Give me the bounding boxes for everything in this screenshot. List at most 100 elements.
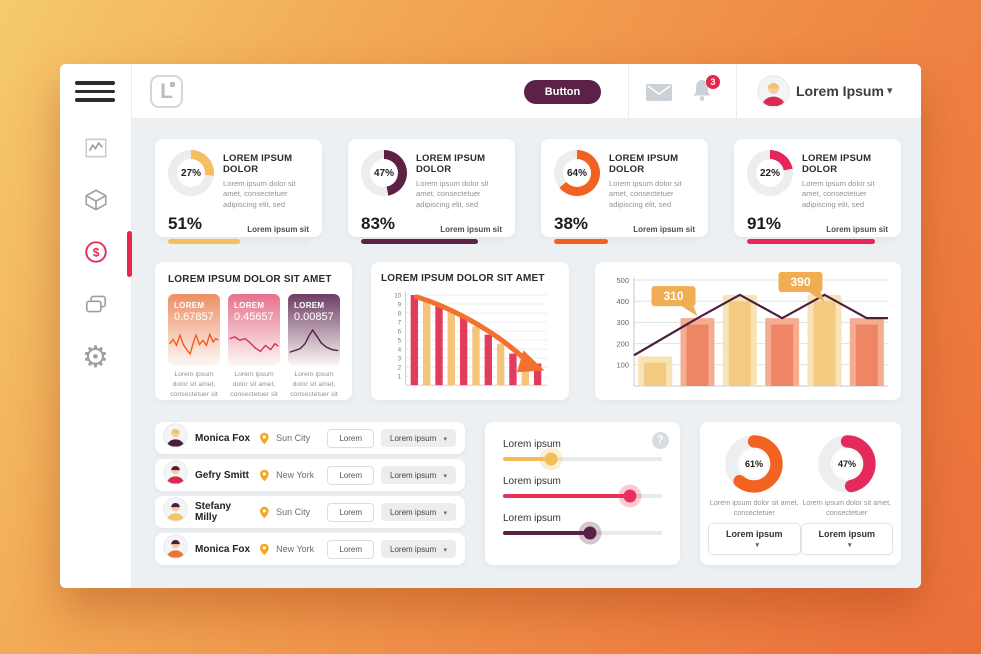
row-dropdown[interactable]: Lorem ipsum ▾ [381,466,456,484]
svg-text:100: 100 [616,361,629,370]
map-pin-icon [260,506,270,518]
row-action-button[interactable]: Lorem [327,539,374,559]
stat-value: 91% [747,213,782,233]
avatar-illustration [163,534,188,559]
user-city: Sun City [276,433,311,443]
trend-value: 0.67857 [174,311,214,323]
slider-handle[interactable] [544,452,558,466]
slider-group: Lorem ipsum [503,513,662,540]
svg-text:61%: 61% [745,459,763,469]
help-icon[interactable]: ? [652,432,669,449]
gauge-block: 47% Lorem ipsum dolor sit amet, consecte… [800,432,893,555]
slider[interactable] [503,489,662,503]
svg-text:390: 390 [790,275,810,289]
gauge-dropdown[interactable]: Lorem ipsum ▾ [800,523,893,555]
slider[interactable] [503,452,662,466]
stat-value: 83% [361,213,396,233]
row-action-button[interactable]: Lorem [327,502,374,522]
trend-label: LOREM [174,301,205,310]
sidebar-item-dollar-circle[interactable]: $ [60,228,132,280]
row-dropdown[interactable]: Lorem ipsum ▾ [381,503,456,521]
dashboard-content: 27% LOREM IPSUM DOLOR Lorem ipsum dolor … [132,119,921,588]
user-row: Gefry Smitt New York Lorem Lorem ipsum ▾ [155,459,465,491]
card-title: LOREM IPSUM DOLOR SIT AMET [168,274,332,285]
row-dropdown[interactable]: Lorem ipsum ▾ [381,429,456,447]
trend-value: 0.45657 [234,311,274,323]
sidebar-item-gear[interactable]: ⚙ [60,332,131,384]
user-row: Monica Fox Sun City Lorem Lorem ipsum ▾ [155,422,465,454]
progress-bar [361,238,502,244]
bar-chart: 1 2 3 4 5 6 7 8 9 10 [381,284,559,392]
topbar: L Button 3 Lorem Ipsum ▾ [132,64,921,119]
slider-handle[interactable] [583,526,597,540]
sidebar-item-stacked-cards[interactable] [60,280,131,332]
divider [628,64,629,118]
mail-icon[interactable] [646,84,672,106]
divider [736,64,737,118]
slider-group: Lorem ipsum [503,439,662,466]
svg-text:4: 4 [398,347,402,353]
card-title: LOREM IPSUM DOLOR [223,153,293,175]
chevron-down-icon: ▾ [755,542,759,549]
user-name: Monica Fox [195,543,251,555]
card-body: Lorem ipsum dolor sit amet, consectetuer… [609,179,682,209]
svg-text:3: 3 [398,356,402,362]
card-body: Lorem ipsum dolor sit amet, consectetuer… [416,179,489,209]
svg-text:200: 200 [616,339,629,348]
declining-bar-chart-card: LOREM IPSUM DOLOR SIT AMET 1 2 3 4 5 6 7… [371,262,569,400]
user-avatar[interactable] [757,75,790,113]
svg-text:47%: 47% [838,459,856,469]
cube-icon [83,187,109,218]
user-city: Sun City [276,507,311,517]
svg-text:2: 2 [398,365,402,371]
app-logo[interactable]: L [150,75,183,108]
gauge-donut-chart: 61% [725,435,783,493]
user-row: Monica Fox New York Lorem Lorem ipsum ▾ [155,533,465,565]
trend-panel: LOREM 0.00857 Lorem ipsum dolor sit amet… [288,294,340,400]
svg-text:5: 5 [398,338,402,344]
gauge-donut-chart: 47% [818,435,876,493]
sidebar-item-chart-line[interactable] [60,124,131,176]
avatar-illustration [757,75,790,108]
slider-handle[interactable] [623,489,637,503]
svg-text:9: 9 [398,302,402,308]
user-avatar [163,423,188,453]
slider-label: Lorem ipsum [503,513,561,524]
stat-caption: Lorem ipsum sit [633,224,695,234]
notifications-bell-icon[interactable]: 3 [690,75,720,109]
chevron-down-icon[interactable]: ▾ [887,85,893,97]
stat-value: 38% [554,213,589,233]
row-dropdown[interactable]: Lorem ipsum ▾ [381,540,456,558]
row-action-button[interactable]: Lorem [327,428,374,448]
gauge-dropdown[interactable]: Lorem ipsum ▾ [708,523,801,555]
row-action-button[interactable]: Lorem [327,465,374,485]
gear-icon: ⚙ [82,341,109,374]
user-avatar [163,497,188,527]
svg-text:500: 500 [616,276,629,285]
progress-bar [747,238,888,244]
user-name: Stefany Milly [195,501,232,523]
donut-chart: 47% [361,150,407,196]
notification-badge: 3 [706,75,720,89]
svg-text:$: $ [92,245,99,259]
svg-text:1: 1 [398,374,402,380]
user-name[interactable]: Lorem Ipsum [796,83,884,99]
logo-dot-icon [170,82,175,87]
user-list: Monica Fox Sun City Lorem Lorem ipsum ▾ … [155,422,465,570]
gauge-caption: Lorem ipsum dolor sit amet, consectetuer [802,497,892,517]
card-body: Lorem ipsum dolor sit amet, consectetuer… [802,179,875,209]
sidebar-item-cube[interactable] [60,176,131,228]
chevron-down-icon: ▾ [443,509,447,517]
donut-chart: 64% [554,150,600,196]
slider[interactable] [503,526,662,540]
menu-icon[interactable] [75,81,115,107]
gauge-caption: Lorem ipsum dolor sit amet, consectetuer [709,497,799,517]
svg-text:6: 6 [398,329,402,335]
chart-line-icon [83,135,109,166]
primary-button[interactable]: Button [524,80,601,104]
stat-card: 22% LOREM IPSUM DOLOR Lorem ipsum dolor … [734,139,901,244]
svg-text:10: 10 [394,293,401,299]
user-city: New York [276,544,315,554]
user-name: Gefry Smitt [195,469,249,481]
sidebar-nav: $ ⚙ [60,124,132,384]
